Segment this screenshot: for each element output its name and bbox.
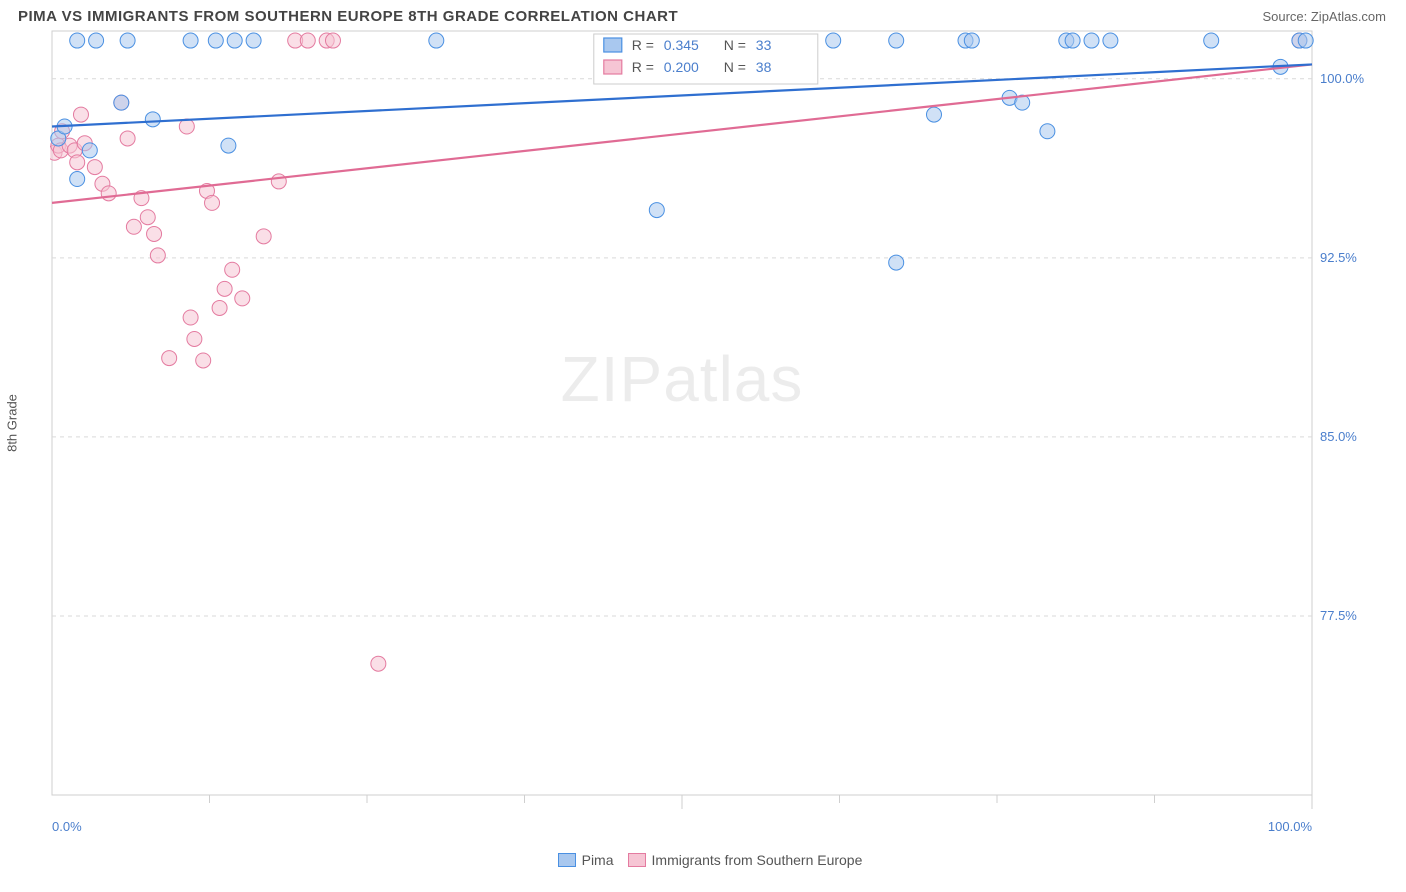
- data-point-pink: [256, 229, 271, 244]
- legend-n-value: 33: [756, 37, 772, 53]
- trend-line-pink: [52, 64, 1312, 202]
- data-point-pink: [187, 331, 202, 346]
- data-point-pink: [162, 351, 177, 366]
- legend-label-blue: Pima: [582, 852, 614, 868]
- scatter-plot: 77.5% 85.0% 92.5% 100.0% 0.0% 100.0% ZIPatlas R…: [50, 29, 1372, 877]
- data-point-pink: [140, 210, 155, 225]
- data-point-pink: [235, 291, 250, 306]
- data-point-pink: [73, 107, 88, 122]
- legend-swatch-pink: [604, 60, 622, 74]
- data-point-blue: [227, 33, 242, 48]
- y-tick-label: 85.0%: [1320, 429, 1357, 444]
- source-label: Source:: [1262, 9, 1310, 24]
- chart-area: 8th Grade 77.5%85.0%92.5%100.0%0.0%100.0…: [18, 29, 1388, 877]
- data-point-blue: [1204, 33, 1219, 48]
- data-point-blue: [183, 33, 198, 48]
- title-bar: PIMA VS IMMIGRANTS FROM SOUTHERN EUROPE …: [0, 0, 1406, 29]
- data-point-blue: [82, 143, 97, 158]
- legend-r-label: R =: [632, 59, 654, 75]
- x-tick-label: 0.0%: [52, 819, 82, 834]
- data-point-blue: [70, 33, 85, 48]
- source-name: ZipAtlas.com: [1311, 9, 1386, 24]
- legend-correlation: [594, 34, 818, 84]
- data-point-blue: [889, 33, 904, 48]
- legend-bottom: Pima Immigrants from Southern Europe: [0, 846, 1406, 868]
- data-point-pink: [300, 33, 315, 48]
- data-point-blue: [429, 33, 444, 48]
- data-point-pink: [271, 174, 286, 189]
- data-point-blue: [1084, 33, 1099, 48]
- legend-r-value: 0.345: [664, 37, 699, 53]
- data-point-blue: [1103, 33, 1118, 48]
- legend-n-label: N =: [724, 59, 746, 75]
- data-point-blue: [246, 33, 261, 48]
- data-point-blue: [208, 33, 223, 48]
- legend-swatch-blue: [604, 38, 622, 52]
- data-point-pink: [87, 160, 102, 175]
- data-point-pink: [217, 281, 232, 296]
- watermark: ZIPatlas: [561, 343, 804, 415]
- data-point-blue: [70, 172, 85, 187]
- data-point-blue: [1040, 124, 1055, 139]
- data-point-blue: [927, 107, 942, 122]
- source-credit: Source: ZipAtlas.com: [1262, 9, 1386, 24]
- data-point-pink: [212, 300, 227, 315]
- legend-r-label: R =: [632, 37, 654, 53]
- data-point-pink: [147, 226, 162, 241]
- data-point-blue: [1298, 33, 1313, 48]
- data-point-blue: [826, 33, 841, 48]
- data-point-blue: [114, 95, 129, 110]
- legend-n-label: N =: [724, 37, 746, 53]
- data-point-pink: [120, 131, 135, 146]
- legend-label-pink: Immigrants from Southern Europe: [652, 852, 863, 868]
- y-tick-label: 92.5%: [1320, 250, 1357, 265]
- data-point-pink: [70, 155, 85, 170]
- legend-n-value: 38: [756, 59, 772, 75]
- y-axis-label: 8th Grade: [5, 394, 20, 452]
- data-point-pink: [179, 119, 194, 134]
- chart-title: PIMA VS IMMIGRANTS FROM SOUTHERN EUROPE …: [18, 8, 678, 25]
- data-point-pink: [183, 310, 198, 325]
- data-point-blue: [145, 112, 160, 127]
- data-point-pink: [205, 195, 220, 210]
- legend-swatch-blue: [558, 853, 576, 867]
- data-point-blue: [1065, 33, 1080, 48]
- data-point-blue: [649, 203, 664, 218]
- legend-swatch-pink: [628, 853, 646, 867]
- data-point-pink: [101, 186, 116, 201]
- data-point-pink: [325, 33, 340, 48]
- data-point-blue: [89, 33, 104, 48]
- data-point-pink: [196, 353, 211, 368]
- data-point-blue: [120, 33, 135, 48]
- data-point-blue: [221, 138, 236, 153]
- data-point-pink: [126, 219, 141, 234]
- data-point-pink: [371, 656, 386, 671]
- legend-r-value: 0.200: [664, 59, 699, 75]
- y-tick-label: 77.5%: [1320, 608, 1357, 623]
- data-point-blue: [889, 255, 904, 270]
- data-point-pink: [150, 248, 165, 263]
- x-tick-label: 100.0%: [1268, 819, 1313, 834]
- y-tick-label: 100.0%: [1320, 71, 1365, 86]
- data-point-pink: [225, 262, 240, 277]
- data-point-blue: [964, 33, 979, 48]
